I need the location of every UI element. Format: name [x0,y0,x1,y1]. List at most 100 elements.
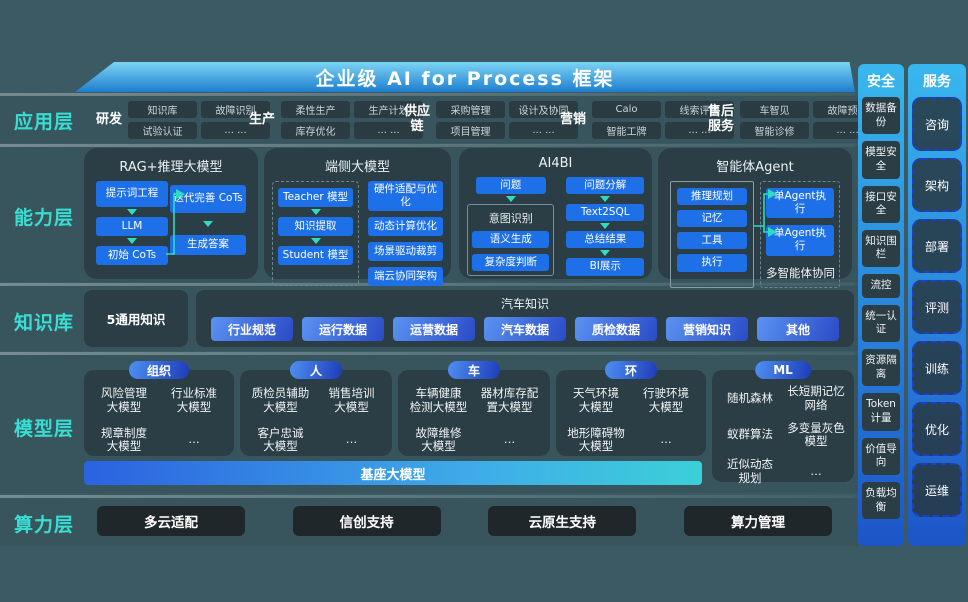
ai4bi-left-column: 问题 意图识别 语义生成 复杂度判断 [467,177,555,277]
model-item-list: 风险管理 大模型 行业标准 大模型 规章制度 大模型… [84,370,234,462]
model-item: … [810,464,822,479]
ai4bi-question: 问题 [475,177,546,195]
knowledge-button-list: 行业规范 运行数据 运营数据 汽车数据 质检数据 营销知识 其他 [196,317,854,341]
app-chip: 线索评级 [665,101,735,118]
app-chip: 设计及协同 [509,101,579,118]
agent-flow: 推理规划 记忆 工具 执行 单Agent执行 单Agent执行 多智能体协同 [666,181,844,288]
shelf-divider [0,93,855,96]
app-chip: 车智见 [740,101,810,118]
arrow-down-icon [310,209,321,215]
app-group-rd: 研发 知识库 故障识别 试验认证... ... [96,99,271,141]
app-chip: 智能诊修 [740,122,810,139]
layer-label-capability: 能力层 [13,207,74,229]
agent-module: 执行 [677,254,747,272]
card-rag-reasoning: RAG+推理大模型 提示词工程 LLM 初始 CoTs 迭代完善 CoTs 生成… [84,148,258,279]
model-item: 质检员辅助 大模型 [251,386,310,414]
app-chip: Calo [592,101,662,118]
edge-flow: Teacher 模型 知识提取 Student 模型 硬件适配与优化动态计算优化… [272,181,443,287]
app-group-production: 生产 柔性生产 生产计划 库存优化... ... [249,99,424,141]
model-item: 销售培训 大模型 [328,386,375,414]
model-group-pill: 环 [605,361,657,379]
model-item: 行驶环境 大模型 [643,386,689,414]
bi-step-summary: 总结结果 [566,231,644,249]
rag-step-init-cots: 初始 CoTs [96,246,168,265]
ai4bi-right-column: 问题分解 Text2SQL 总结结果 BI展示 [566,177,644,276]
layer-label-model: 模型层 [13,418,74,440]
model-group-environment: 环 天气环境 大模型 行驶环境 大模型 地形障碍物 大模型… [556,361,706,456]
app-chip: 试验认证 [128,122,198,139]
security-item: 负载均衡 [862,481,900,520]
app-chip: 故障识别 [201,101,271,118]
rag-step-iterate-cots: 迭代完善 CoTs [170,185,246,213]
model-item: … [660,432,672,447]
model-item: 器材库存配 置大模型 [480,386,539,414]
edge-right-item: 硬件适配与优化 [368,181,443,212]
app-group-label: 售后 服务 [708,104,735,134]
app-group-label: 供应 链 [404,104,431,134]
service-item: 架构 [912,158,962,212]
rag-step-prompt: 提示词工程 [96,181,168,207]
edge-distill-box: Teacher 模型 知识提取 Student 模型 [272,181,359,287]
model-item: 天气环境 大模型 [573,386,619,414]
auto-knowledge-title: 汽车知识 [500,297,549,311]
app-chip-list: 知识库 故障识别 试验认证... ... [128,101,271,139]
model-group-ml: ML 随机森林 长短期记忆 网络 蚁群算法 多变量灰色 模型 近似动态 规划… [712,361,854,485]
agent-module: 记忆 [677,210,747,228]
app-chip: ... ... [354,122,424,139]
agent-executor: 单Agent执行 [766,188,834,219]
shelf-divider [0,144,855,147]
intent-group: 意图识别 语义生成 复杂度判断 [467,204,555,277]
model-item: 长短期记忆 网络 [787,384,845,412]
edge-right-item: 动态计算优化 [368,217,443,237]
model-item: … [188,432,200,447]
model-item-list: 天气环境 大模型 行驶环境 大模型 地形障碍物 大模型… [556,370,706,462]
rag-step-llm: LLM [96,217,168,236]
app-group-label: 生产 [249,111,276,127]
layer-label-knowledge: 知识库 [13,312,74,334]
arrow-down-icon [127,209,137,215]
ai4bi-flow: 问题 意图识别 语义生成 复杂度判断 问题分解 Text2SQL 总结结果 BI展… [467,177,644,277]
model-group-people: 人 质检员辅助 大模型 销售培训 大模型 客户忠诚 大模型… [240,361,392,456]
intent-title: 意图识别 [488,212,533,226]
app-group-supplychain: 供应 链 采购管理 设计及协同 项目管理... ... [404,99,579,141]
model-item-list: 随机森林 长短期记忆 网络 蚁群算法 多变量灰色 模型 近似动态 规划… [712,370,854,494]
knowledge-button: 运营数据 [393,317,475,341]
knowledge-button: 汽车数据 [484,317,566,341]
edge-extract: 知识提取 [278,217,353,236]
service-item: 运维 [912,463,962,517]
arrow-down-icon [600,223,611,230]
knowledge-button: 其他 [757,317,839,341]
edge-right-item: 端云协同架构 [368,267,443,287]
agent-module: 推理规划 [677,188,747,206]
layer-label-compute: 算力层 [13,514,74,536]
agent-module-list: 推理规划 记忆 工具 执行 [670,181,754,288]
intent-item: 语义生成 [472,231,550,249]
bi-step-text2sql: Text2SQL [566,204,644,222]
service-title: 服务 [923,74,951,90]
app-chip: 采购管理 [436,101,506,118]
multi-agent-caption: 多智能体协同 [766,265,835,280]
app-group-marketing: 营销 Calo 线索评级 智能工牌... ... [560,99,735,141]
arrow-down-icon [600,196,611,203]
model-item: 规章制度 大模型 [101,425,147,454]
model-item: 蚁群算法 [727,427,773,442]
card-edge-model: 端侧大模型 Teacher 模型 知识提取 Student 模型 硬件适配与优化… [264,148,451,287]
model-group-organization: 组织 风险管理 大模型 行业标准 大模型 规章制度 大模型… [84,361,234,456]
banner-title: 企业级 AI for Process 框架 [315,67,615,90]
edge-right-list: 硬件适配与优化 动态计算优化 场景驱动裁剪 端云协同架构 [368,181,443,287]
card-title: AI4BI [538,156,573,171]
app-chip: ... ... [509,122,579,139]
general-knowledge-card: 5通用知识 [84,290,188,347]
compute-button: 算力管理 [683,506,832,536]
bi-step-decompose: 问题分解 [566,177,644,195]
security-item: 流控 [862,274,900,298]
knowledge-button: 质检数据 [575,317,657,341]
arrow-down-icon [505,196,516,203]
edge-student: Student 模型 [278,246,353,265]
app-group-label: 研发 [96,111,123,127]
model-item: … [345,432,358,447]
card-title: 智能体Agent [716,160,794,175]
knowledge-button: 运行数据 [302,317,384,341]
security-item: 统一认证 [862,304,900,343]
